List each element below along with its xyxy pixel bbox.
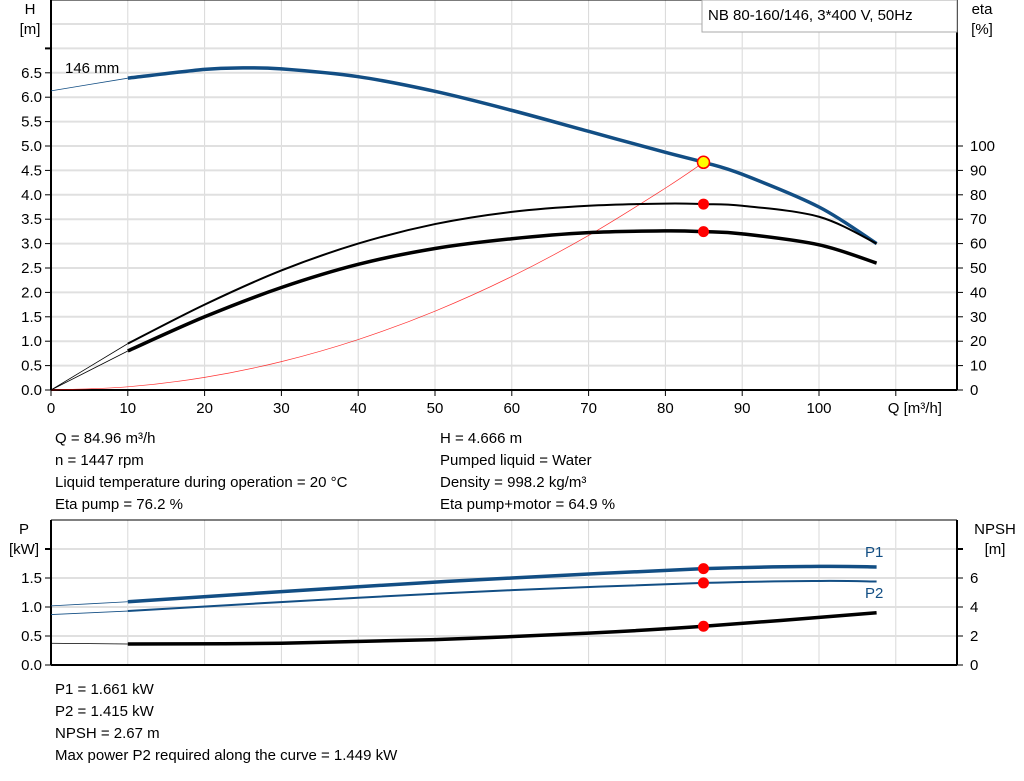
x-tick-label: 0 [47, 400, 55, 417]
y-tick-label-left: 4.0 [21, 187, 42, 204]
duty-point-eta-total [697, 226, 709, 238]
eta-total-curve [127, 229, 878, 353]
title-box [701, 0, 958, 33]
p2-label: P2 [865, 585, 883, 602]
x-axis-label: Q [m³/h] [888, 400, 942, 417]
duty-point-eta-pump [697, 198, 709, 210]
y-axis-label-left: [kW] [9, 541, 39, 558]
y-tick-label-left: 5.0 [21, 138, 42, 155]
duty-point-p1 [697, 563, 709, 575]
x-tick-label: 50 [427, 400, 444, 417]
y-tick-label-right: 0 [970, 382, 978, 399]
x-tick-label: 80 [657, 400, 674, 417]
y-axis-label-left: [m] [20, 21, 41, 38]
y-axis-label-left: H [25, 1, 36, 18]
p1-curve [127, 564, 877, 604]
y-tick-label-right: 10 [970, 358, 987, 375]
npsh-curve-extension [50, 642, 128, 645]
y-tick-label-right: 50 [970, 260, 987, 277]
y-tick-label-right: 2 [970, 628, 978, 645]
y-tick-label-left: 1.0 [21, 599, 42, 616]
head-curve-extension [50, 77, 128, 92]
y-tick-label-right: 6 [970, 570, 978, 587]
p2-curve-extension [50, 610, 128, 615]
p1-label: P1 [865, 544, 883, 561]
npsh-curve [127, 611, 877, 646]
x-tick-label: 70 [580, 400, 597, 417]
x-tick-label: 10 [119, 400, 136, 417]
system-curve [50, 162, 704, 391]
y-tick-label-right: 4 [970, 599, 978, 616]
info-density: Density = 998.2 kg/m³ [440, 474, 587, 491]
y-tick-label-right: 90 [970, 162, 987, 179]
y-tick-label-right: 100 [970, 138, 995, 155]
y-tick-label-left: 4.5 [21, 162, 42, 179]
info-n: n = 1447 rpm [55, 452, 144, 469]
info-bottom: P1 = 1.661 kW P2 = 1.415 kW NPSH = 2.67 … [55, 679, 397, 767]
y-tick-label-right: 80 [970, 187, 987, 204]
eta-pump-curve-extension [50, 343, 129, 391]
info-temp: Liquid temperature during operation = 20… [55, 474, 348, 491]
y-tick-label-left: 2.0 [21, 284, 42, 301]
y-tick-label-left: 1.5 [21, 309, 42, 326]
y-tick-label-left: 0.0 [21, 382, 42, 399]
y-tick-label-left: 0.5 [21, 358, 42, 375]
y-axis-label-right: NPSH [974, 521, 1016, 538]
duty-point-p2 [697, 577, 709, 589]
info-q: Q = 84.96 m³/h [55, 430, 156, 447]
info-eta-total: Eta pump+motor = 64.9 % [440, 496, 616, 513]
info-top-left: Q = 84.96 m³/h n = 1447 rpm Liquid tempe… [55, 428, 347, 516]
info-h: H = 4.666 m [440, 430, 523, 447]
info-p2: P2 = 1.415 kW [55, 703, 154, 720]
x-tick-label: 100 [806, 400, 831, 417]
y-tick-label-left: 0.5 [21, 628, 42, 645]
x-tick-label: 90 [734, 400, 751, 417]
y-axis-label-right: eta [972, 1, 994, 18]
head-curve [127, 66, 878, 246]
y-axis-label-right: [%] [971, 21, 993, 38]
info-top-right: H = 4.666 m Pumped liquid = Water Densit… [440, 428, 615, 516]
y-tick-label-left: 1.5 [21, 570, 42, 587]
info-eta-pump: Eta pump = 76.2 % [55, 496, 183, 513]
y-axis-label-right: [m] [985, 541, 1006, 558]
y-tick-label-left: 1.0 [21, 333, 42, 350]
impeller-label: 146 mm [65, 60, 119, 77]
info-liquid: Pumped liquid = Water [440, 452, 592, 469]
eta-total-curve-extension [50, 350, 128, 391]
y-tick-label-right: 0 [970, 657, 978, 674]
p2-curve [127, 579, 877, 613]
x-tick-label: 30 [273, 400, 290, 417]
duty-point-npsh [697, 620, 709, 632]
y-tick-label-left: 3.0 [21, 236, 42, 253]
info-p1: P1 = 1.661 kW [55, 681, 154, 698]
y-tick-label-left: 2.5 [21, 260, 42, 277]
info-npsh: NPSH = 2.67 m [55, 725, 160, 742]
chart-title: NB 80-160/146, 3*400 V, 50Hz [708, 7, 913, 24]
info-max-p2: Max power P2 required along the curve = … [55, 747, 398, 764]
eta-pump-curve [127, 202, 878, 345]
y-tick-label-left: 6.5 [21, 65, 42, 82]
x-tick-label: 20 [196, 400, 213, 417]
y-tick-label-right: 30 [970, 309, 987, 326]
duty-point-head [696, 155, 711, 170]
y-tick-label-right: 40 [970, 284, 987, 301]
p1-curve-extension [50, 601, 128, 607]
y-tick-label-left: 0.0 [21, 657, 42, 674]
y-tick-label-left: 3.5 [21, 211, 42, 228]
x-tick-label: 60 [503, 400, 520, 417]
y-tick-label-right: 20 [970, 333, 987, 350]
x-tick-label: 40 [350, 400, 367, 417]
y-tick-label-right: 70 [970, 211, 987, 228]
y-tick-label-left: 6.0 [21, 89, 42, 106]
y-tick-label-right: 60 [970, 236, 987, 253]
y-axis-label-left: P [19, 521, 29, 538]
y-tick-label-left: 5.5 [21, 114, 42, 131]
